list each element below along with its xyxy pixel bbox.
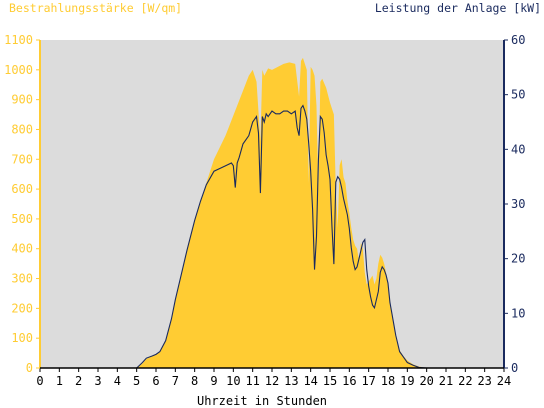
x-tick-label: 18: [381, 374, 395, 388]
x-tick-label: 13: [284, 374, 298, 388]
x-axis-title: Uhrzeit in Stunden: [197, 394, 327, 408]
x-tick-label: 4: [114, 374, 121, 388]
x-tick-label: 20: [419, 374, 433, 388]
left-tick-label: 700: [11, 152, 33, 166]
right-axis-title: Leistung der Anlage [kW]: [375, 1, 541, 15]
x-tick-label: 7: [172, 374, 179, 388]
chart-marks: [40, 57, 504, 369]
x-tick-label: 14: [303, 374, 317, 388]
left-tick-label: 800: [11, 122, 33, 136]
left-tick-label: 0: [26, 361, 33, 375]
left-tick-label: 1000: [4, 63, 33, 77]
x-tick-label: 23: [477, 374, 491, 388]
left-tick-label: 300: [11, 272, 33, 286]
x-tick-label: 15: [323, 374, 337, 388]
x-tick-label: 21: [439, 374, 453, 388]
x-tick-label: 8: [191, 374, 198, 388]
x-tick-label: 9: [210, 374, 217, 388]
left-tick-label: 200: [11, 301, 33, 315]
irradiance-area: [40, 57, 504, 368]
right-tick-label: 60: [511, 33, 525, 47]
x-tick-label: 6: [152, 374, 159, 388]
x-tick-label: 19: [400, 374, 414, 388]
x-tick-label: 0: [36, 374, 43, 388]
left-tick-label: 100: [11, 331, 33, 345]
x-tick-label: 1: [56, 374, 63, 388]
right-tick-label: 40: [511, 142, 525, 156]
x-tick-label: 11: [245, 374, 259, 388]
x-tick-label: 12: [265, 374, 279, 388]
right-tick-label: 0: [511, 361, 518, 375]
left-tick-label: 1100: [4, 33, 33, 47]
chart-axes: 0 1 2 3 4 5 6 7 8 9 10 11 12 13 14 15 16 17 18 19 20 21 22 23 24…: [4, 33, 525, 388]
left-tick-label: 400: [11, 242, 33, 256]
left-tick-label: 600: [11, 182, 33, 196]
x-tick-label: 2: [75, 374, 82, 388]
power-line: [40, 104, 504, 369]
x-tick-label: 22: [458, 374, 472, 388]
left-tick-label: 500: [11, 212, 33, 226]
right-tick-label: 30: [511, 197, 525, 211]
x-tick-label: 10: [226, 374, 240, 388]
right-tick-label: 50: [511, 88, 525, 102]
right-tick-label: 20: [511, 252, 525, 266]
x-tick-label: 17: [361, 374, 375, 388]
x-tick-label: 5: [133, 374, 140, 388]
left-axis-title: Bestrahlungsstärke [W/qm]: [9, 1, 182, 15]
x-tick-label: 24: [497, 374, 511, 388]
x-tick-label: 16: [342, 374, 356, 388]
x-tick-label: 3: [94, 374, 101, 388]
left-tick-label: 900: [11, 93, 33, 107]
right-tick-label: 10: [511, 306, 525, 320]
